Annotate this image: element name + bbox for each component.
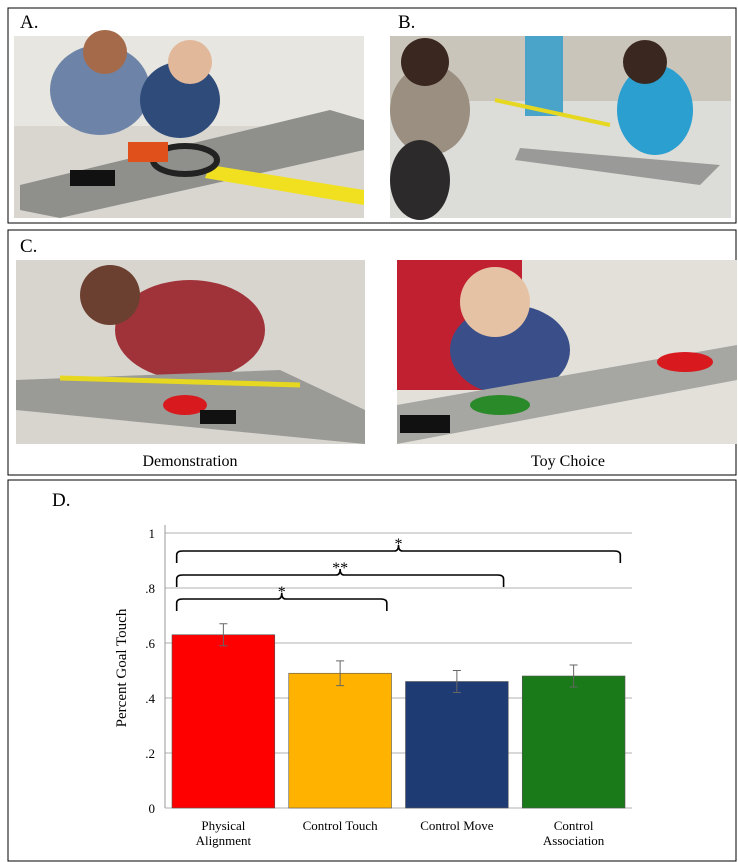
panel-label: A. [20, 12, 38, 33]
photo [14, 30, 364, 218]
y-tick-label: 0 [149, 801, 156, 816]
panel-label: D. [52, 490, 70, 511]
y-tick-label: .2 [145, 746, 155, 761]
significance-label: ** [332, 560, 348, 577]
x-tick-label: Control Touch [290, 818, 390, 833]
figure-canvas: A. B. C. Demonstration Toy Choice D. Per… [0, 0, 738, 862]
bar [522, 676, 625, 808]
photo [16, 260, 365, 444]
panel-label: B. [398, 12, 415, 33]
y-tick-label: .6 [145, 636, 155, 651]
photo [390, 36, 731, 220]
x-tick-label: Control Move [407, 818, 507, 833]
panel-label: C. [20, 236, 37, 257]
caption: Toy Choice [531, 453, 605, 470]
bar [406, 682, 509, 809]
x-tick-label: Control Association [524, 818, 624, 848]
bar [172, 635, 275, 808]
y-tick-label: 1 [149, 526, 156, 541]
figure: A. B. C. Demonstration Toy Choice D. Per… [0, 0, 738, 862]
significance-label: * [278, 584, 286, 601]
photo [397, 260, 737, 444]
caption: Demonstration [142, 453, 237, 470]
y-axis-label: Percent Goal Touch [114, 608, 130, 727]
y-tick-label: .8 [145, 581, 155, 596]
y-tick-label: .4 [145, 691, 155, 706]
significance-label: * [395, 536, 403, 553]
bar [289, 673, 392, 808]
x-tick-label: Physical Alignment [173, 818, 273, 848]
